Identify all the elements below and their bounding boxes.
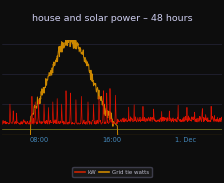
Legend: kW, Grid tie watts: kW, Grid tie watts [72,167,152,177]
Title: house and solar power – 48 hours: house and solar power – 48 hours [32,14,192,23]
